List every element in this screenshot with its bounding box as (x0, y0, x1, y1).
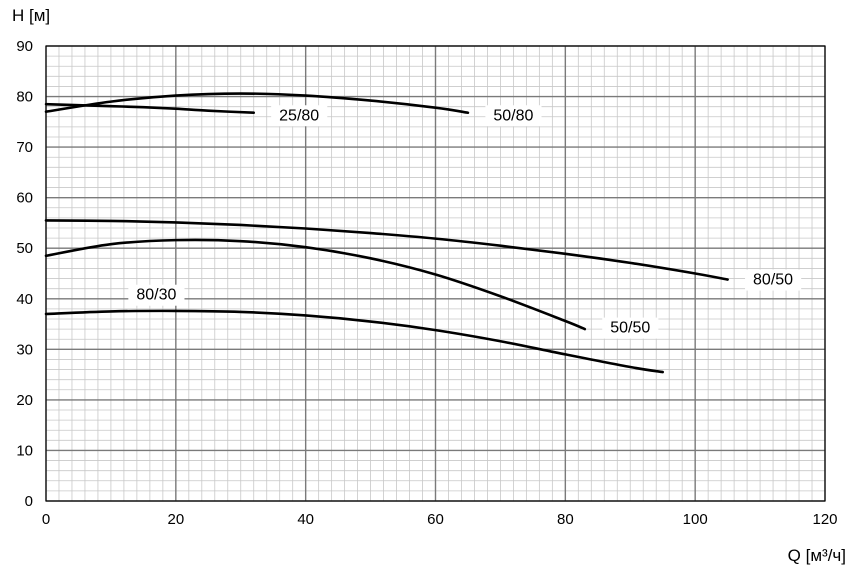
series-lines (44, 92, 729, 374)
y-tick-label: 20 (16, 392, 33, 409)
plot-frame (45, 45, 826, 502)
series-label-text: 80/50 (753, 272, 793, 289)
y-tick-label: 60 (16, 190, 33, 207)
series-labels: 25/80 50/80 80/50 50/50 80/30 (128, 105, 802, 339)
series-label-background (745, 269, 802, 291)
series-line-50-50 (44, 238, 587, 331)
series-label-50-80: 50/80 (485, 105, 542, 127)
x-tick-label: 100 (683, 511, 708, 528)
series-label-text: 50/80 (493, 107, 533, 124)
y-tick-labels: 0 10 20 30 40 50 60 70 80 90 (16, 38, 33, 510)
series-label-background (271, 105, 328, 127)
y-tick-label: 40 (16, 291, 33, 308)
x-tick-label: 20 (167, 511, 184, 528)
series-label-background (602, 317, 659, 339)
x-tick-label: 0 (42, 511, 50, 528)
series-line-50-80 (44, 92, 470, 115)
series-label-background (485, 105, 542, 127)
series-label-80-30: 80/30 (128, 284, 185, 306)
series-label-25-80: 25/80 (271, 105, 328, 127)
y-tick-label: 30 (16, 341, 33, 358)
y-axis-label: H [м] (12, 6, 50, 25)
y-tick-label: 0 (25, 493, 33, 510)
y-tick-label: 80 (16, 89, 33, 106)
series-label-50-50: 50/50 (602, 317, 659, 339)
series-line-80-50 (44, 219, 729, 281)
x-tick-label: 120 (812, 511, 837, 528)
series-label-text: 25/80 (279, 107, 319, 124)
y-tick-label: 90 (16, 38, 33, 55)
y-tick-label: 50 (16, 240, 33, 257)
x-axis-label: Q [м³/ч] (788, 546, 846, 565)
x-tick-label: 80 (557, 511, 574, 528)
y-tick-label: 10 (16, 442, 33, 459)
x-tick-label: 40 (297, 511, 314, 528)
series-label-text: 80/30 (136, 287, 176, 304)
series-label-text: 50/50 (610, 320, 650, 337)
series-line-80-30 (44, 309, 665, 374)
x-tick-labels: 0 20 40 60 80 100 120 (42, 511, 838, 528)
series-label-background (128, 284, 185, 306)
x-tick-label: 60 (427, 511, 444, 528)
y-tick-label: 70 (16, 139, 33, 156)
series-label-80-50: 80/50 (745, 269, 802, 291)
